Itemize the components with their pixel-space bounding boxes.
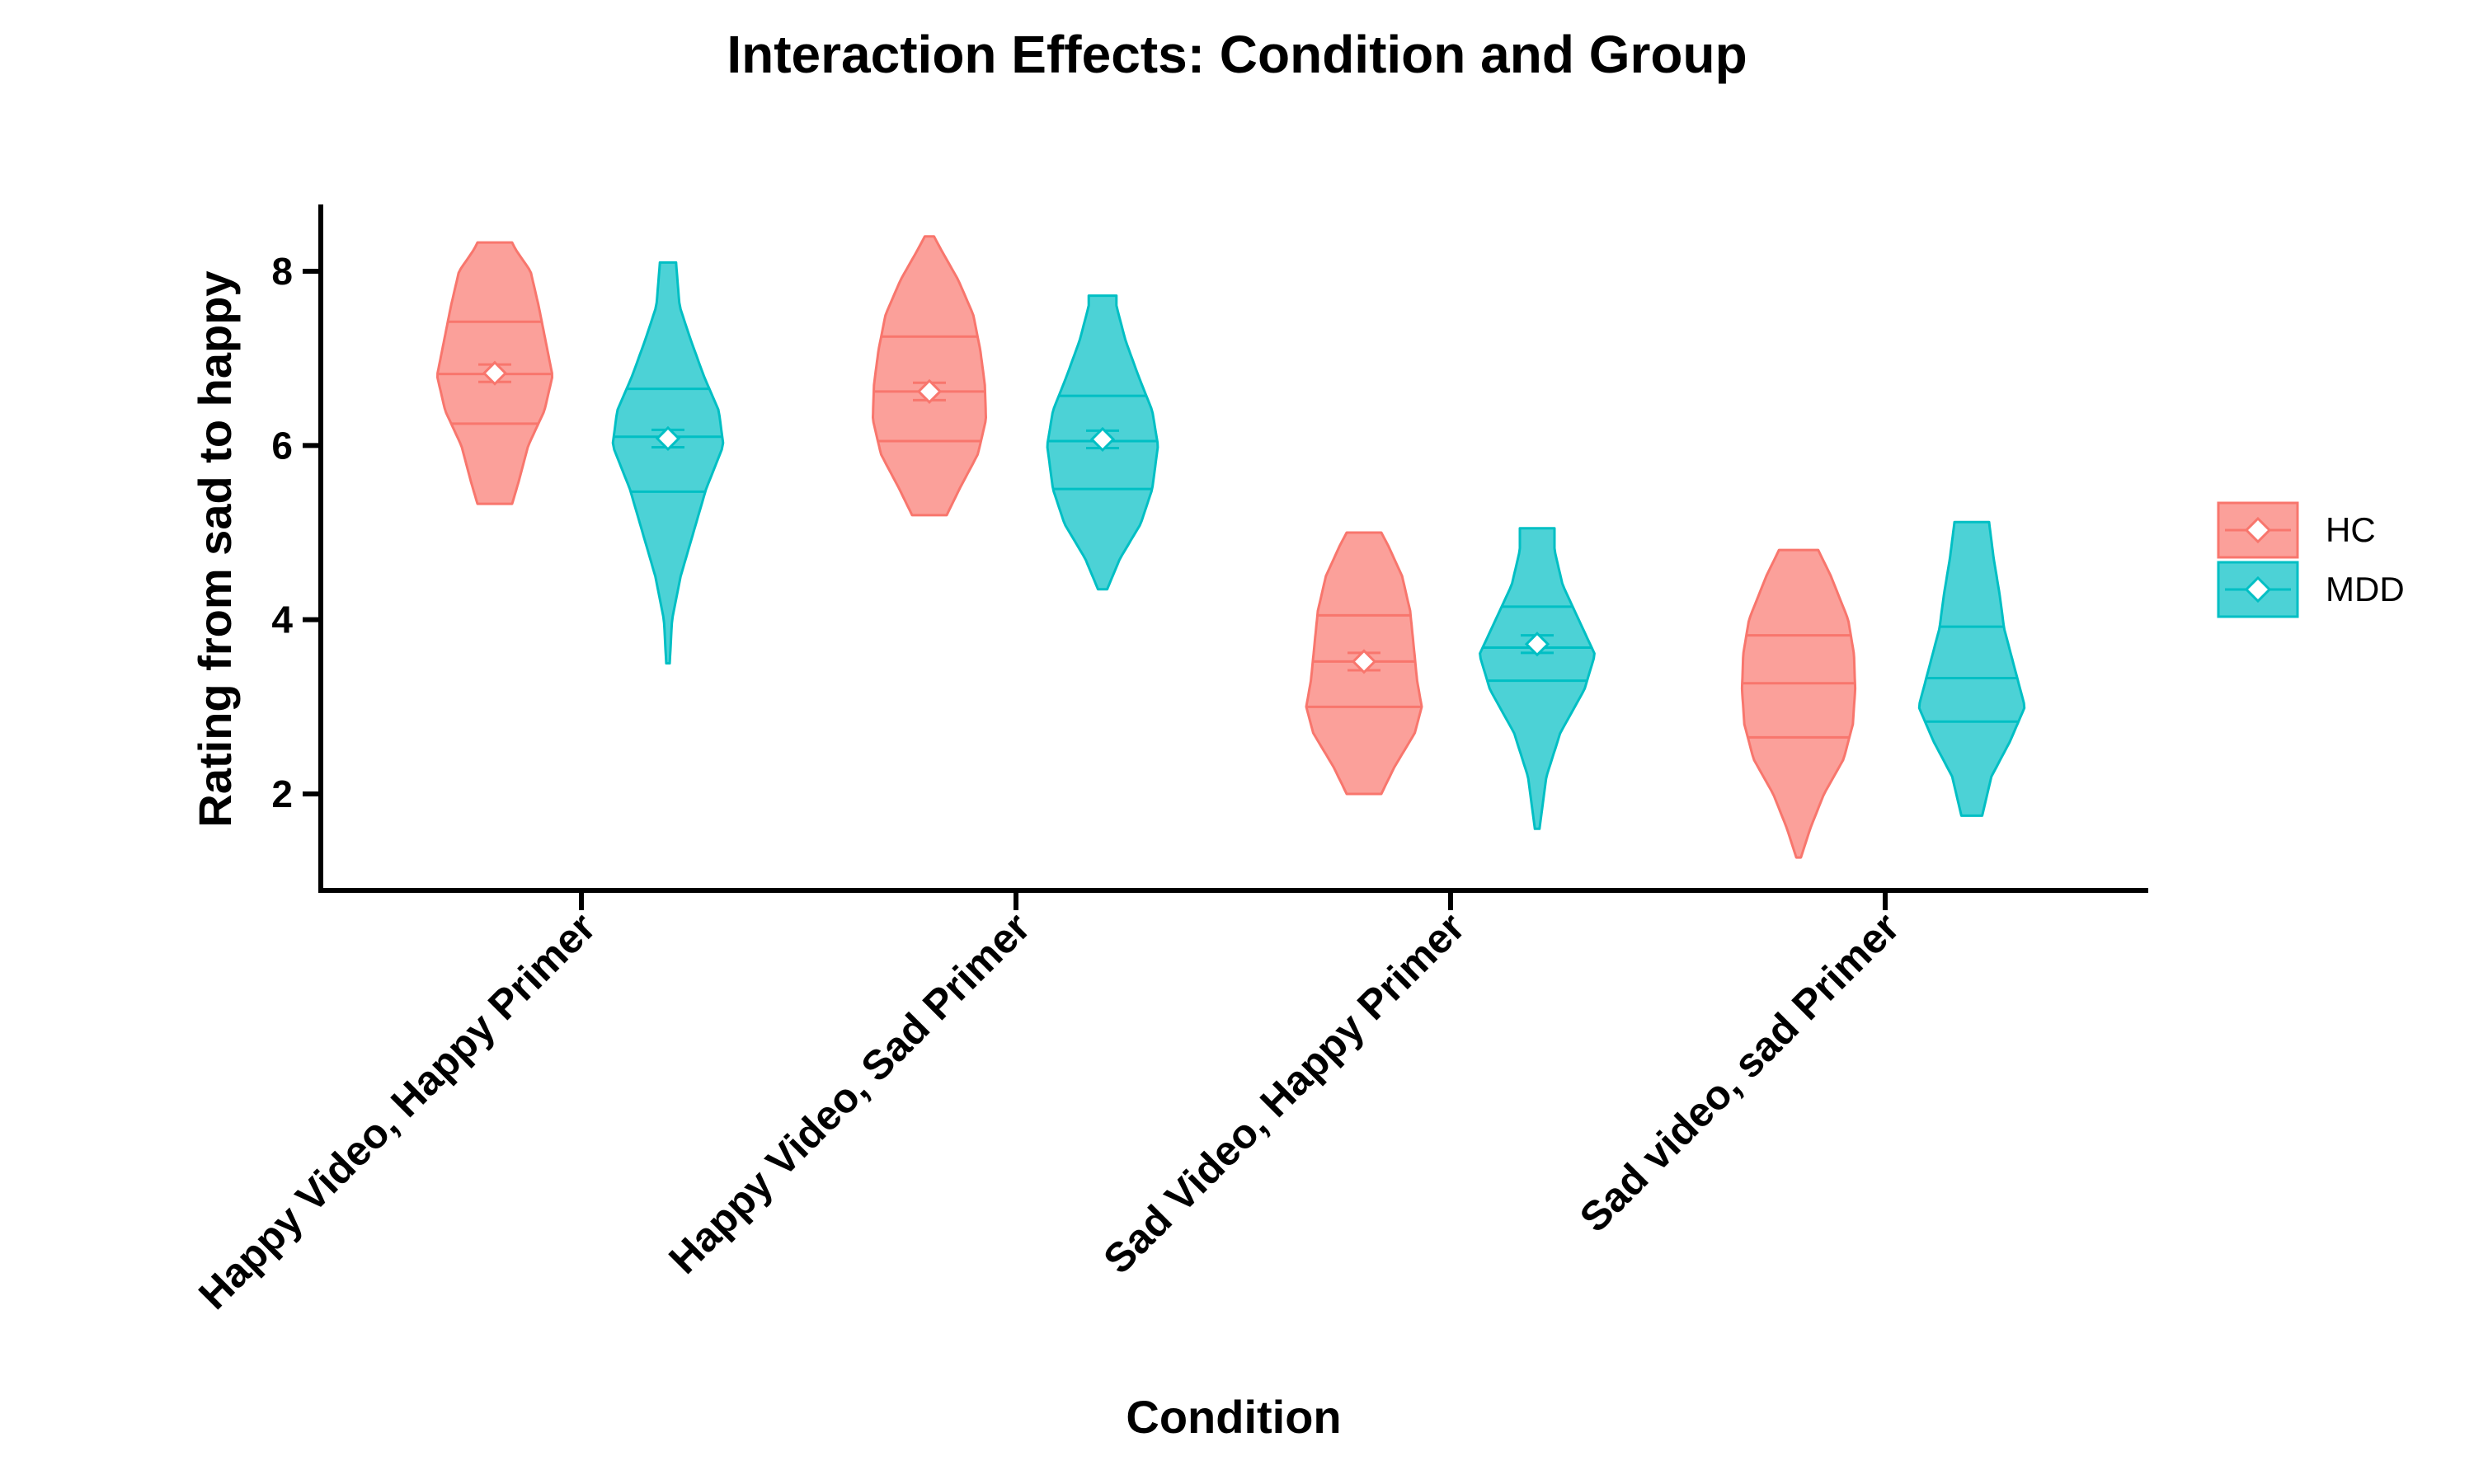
violin-hc-2: [872, 235, 987, 517]
mean-marker: [916, 378, 943, 404]
violin-mdd-1: [611, 261, 725, 665]
x-axis-label: Condition: [1126, 1391, 1341, 1443]
mean-marker: [1089, 426, 1116, 453]
violins-layer: [436, 235, 2026, 859]
x-tick-label: Happy Video, Happy Primer: [190, 904, 604, 1318]
violin-body: [1917, 520, 2026, 817]
x-ticks: Happy Video, Happy Primer Happy Video, Sa…: [190, 890, 1908, 1318]
legend: HC MDD: [2217, 501, 2405, 618]
violin-body: [611, 261, 725, 665]
violin-hc-3: [1305, 531, 1423, 796]
violin-mdd-2: [1046, 294, 1159, 591]
violin-body: [1740, 548, 1857, 859]
axes-layer: [318, 204, 2148, 893]
violin-hc-1: [436, 241, 553, 505]
mean-marker: [482, 360, 508, 386]
violin-body: [872, 235, 987, 517]
mean-marker: [655, 425, 681, 452]
x-tick-label: Happy Video, Sad Primer: [660, 904, 1038, 1282]
mean-marker: [1524, 632, 1550, 657]
legend-key-marker: [2244, 575, 2272, 603]
y-ticks: 2 4 6 8: [271, 250, 321, 815]
legend-label: HC: [2326, 510, 2376, 549]
y-tick-label: 2: [271, 773, 293, 815]
x-tick-label: Sad Video, Happy Primer: [1094, 904, 1473, 1282]
y-tick-label: 8: [271, 250, 293, 293]
mean-marker: [1351, 649, 1377, 674]
violin-mdd-4: [1917, 520, 2026, 817]
violin-hc-4: [1740, 548, 1857, 859]
x-tick-label: Sad video, sad Primer: [1571, 904, 1908, 1241]
legend-item-hc: HC: [2217, 501, 2376, 559]
legend-item-mdd: MDD: [2217, 561, 2405, 618]
y-tick-label: 6: [271, 424, 293, 467]
chart-title: Interaction Effects: Condition and Group: [727, 25, 1747, 84]
violin-body: [1479, 527, 1596, 830]
violin-mdd-3: [1479, 527, 1596, 830]
legend-label: MDD: [2326, 570, 2405, 608]
y-axis-label: Rating from sad to happy: [189, 270, 241, 827]
legend-key-marker: [2244, 516, 2272, 544]
y-tick-label: 4: [271, 599, 293, 641]
